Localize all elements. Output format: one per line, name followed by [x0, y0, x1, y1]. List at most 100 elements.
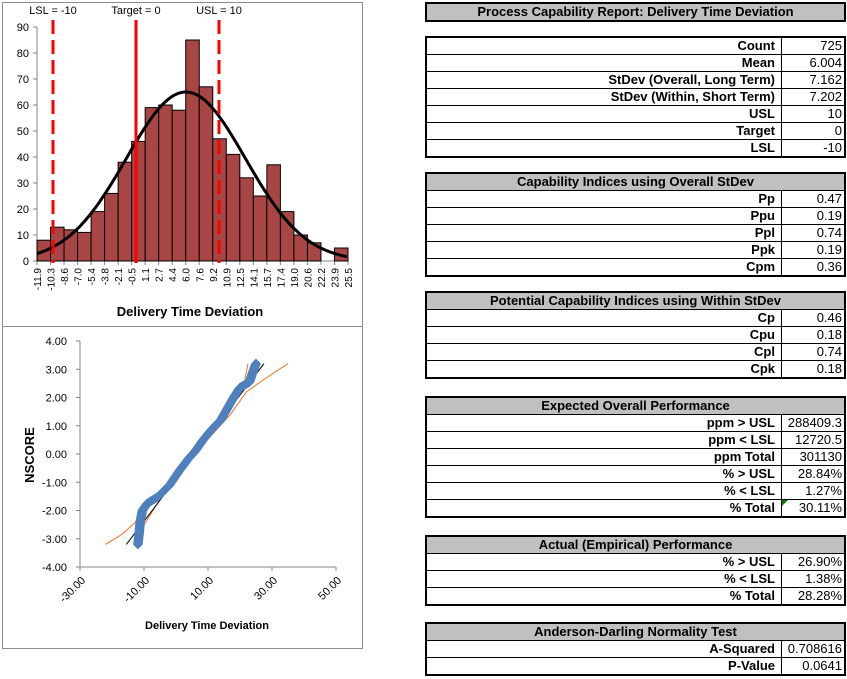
row-value[interactable]: 30.11% [782, 500, 844, 516]
table-row: Cp 0.46 [427, 310, 844, 327]
row-value[interactable]: 0.19 [782, 208, 844, 224]
histogram-bar [131, 140, 146, 262]
table-row: P-Value 0.0641 [427, 658, 844, 674]
row-value[interactable]: 0.46 [782, 310, 844, 326]
row-value[interactable]: 28.28% [782, 588, 844, 604]
y-tick-label: 50 [17, 126, 29, 138]
x-tick-label: -11.9 [33, 268, 44, 290]
reference-line-label: Target = 0 [111, 5, 160, 17]
x-tick-label: -2.1 [114, 268, 125, 286]
row-label: Cpl [427, 344, 782, 360]
row-label: Mean [427, 55, 782, 71]
y-tick-label: 1.00 [46, 421, 67, 433]
histogram-bar [90, 211, 106, 262]
table-header: Expected Overall Performance [427, 398, 844, 415]
nscore-plot: 4.00 3.00 2.00 1.00 0.00 -1.00 -2.00 -3.00 -4.00… [22, 336, 344, 632]
row-value[interactable]: 0.18 [782, 361, 844, 377]
row-value[interactable]: 0.74 [782, 225, 844, 241]
table-row: Pp 0.47 [427, 191, 844, 208]
row-value-text: -10 [823, 140, 842, 155]
table-header: Anderson-Darling Normality Test [427, 624, 844, 641]
row-value[interactable]: 0.18 [782, 327, 844, 343]
row-value-text: 0.74 [816, 225, 842, 240]
row-label: % < LSL [427, 483, 782, 499]
table-row: % Total 30.11% [427, 500, 844, 516]
histogram-bar [104, 192, 119, 262]
row-value[interactable]: 0 [782, 123, 844, 139]
row-value[interactable]: 301130 [782, 449, 844, 465]
x-tick-label: 7.6 [195, 268, 206, 282]
table-row: Mean 6.004 [427, 55, 844, 72]
x-tick-label: 10.9 [222, 268, 233, 288]
row-value[interactable]: 12720.5 [782, 432, 844, 448]
x-tick-label: 14.1 [249, 268, 260, 288]
x-tick-label: 22.2 [317, 268, 328, 288]
x-tick-label: 15.7 [263, 268, 274, 288]
row-value-text: 725 [820, 38, 842, 53]
row-value-text: 301130 [799, 449, 842, 464]
row-label: ppm < LSL [427, 432, 782, 448]
y-tick-label: 60 [17, 100, 29, 112]
row-value-text: 0 [834, 123, 842, 138]
row-value[interactable]: 0.74 [782, 344, 844, 360]
table-row: ppm Total 301130 [427, 449, 844, 466]
y-tick-label: -1.00 [42, 477, 67, 489]
row-value[interactable]: 0.708616 [782, 641, 844, 657]
row-label: Cpm [427, 259, 782, 275]
row-value[interactable]: 28.84% [782, 466, 844, 482]
table-row: % > USL 28.84% [427, 466, 844, 483]
row-label: % Total [427, 500, 782, 516]
row-value[interactable]: 288409.3 [782, 415, 844, 431]
row-label: ppm Total [427, 449, 782, 465]
row-value[interactable]: 7.202 [782, 89, 844, 105]
row-value[interactable]: 10 [782, 106, 844, 122]
row-value[interactable]: 725 [782, 38, 844, 54]
x-tick-label: -30.00 [58, 575, 89, 606]
row-label: StDev (Overall, Long Term) [427, 72, 782, 88]
normal-probability-chart[interactable]: 4.00 3.00 2.00 1.00 0.00 -1.00 -2.00 -3.00 -4.00… [2, 326, 363, 649]
row-value[interactable]: 1.27% [782, 483, 844, 499]
table-header: Potential Capability Indices using Withi… [427, 293, 844, 310]
histogram-bar [117, 161, 133, 262]
row-value[interactable]: -10 [782, 140, 844, 156]
normal-curve [36, 90, 348, 259]
row-value[interactable]: 0.0641 [782, 658, 844, 674]
row-label: Ppl [427, 225, 782, 241]
row-value-text: 30.11% [798, 500, 842, 515]
y-tick-label: 10 [17, 230, 29, 242]
y-tick-label: 4.00 [46, 336, 67, 348]
y-tick-label: 20 [17, 204, 29, 216]
table-row: Cpk 0.18 [427, 361, 844, 377]
row-value[interactable]: 6.004 [782, 55, 844, 71]
y-tick-label: 40 [17, 152, 29, 164]
row-label: % > USL [427, 554, 782, 570]
histogram-chart[interactable]: 0 10 20 30 40 50 60 70 80 90 -11.9 -10.3 -8.6 -7.0 -5.… [2, 2, 363, 327]
row-value[interactable]: 1.38% [782, 571, 844, 587]
table-row: Count 725 [427, 38, 844, 55]
row-value[interactable]: 0.36 [782, 259, 844, 275]
x-tick-label: 50.00 [316, 575, 344, 603]
x-tick-label: -0.5 [128, 268, 139, 286]
row-value-text: 0.36 [816, 259, 842, 274]
row-value-text: 10 [827, 106, 842, 121]
row-value-text: 1.27% [805, 483, 842, 498]
x-tick-label: -8.6 [60, 268, 71, 286]
table-row: A-Squared 0.708616 [427, 641, 844, 658]
row-value-text: 0.47 [816, 191, 842, 206]
row-value-text: 0.18 [816, 327, 842, 342]
within-indices-table: Potential Capability Indices using Withi… [425, 291, 846, 379]
row-value[interactable]: 0.47 [782, 191, 844, 207]
histogram-bar [77, 231, 92, 262]
row-value[interactable]: 0.19 [782, 242, 844, 258]
table-row: Cpu 0.18 [427, 327, 844, 344]
histogram-bar [144, 107, 160, 262]
row-value-text: 288409.3 [787, 415, 842, 430]
x-tick-label: 1.1 [141, 268, 152, 282]
row-value[interactable]: 26.90% [782, 554, 844, 570]
row-value[interactable]: 7.162 [782, 72, 844, 88]
row-label: % > USL [427, 466, 782, 482]
y-tick-label: 2.00 [46, 393, 67, 405]
y-tick-label: -2.00 [42, 506, 67, 518]
row-label: P-Value [427, 658, 782, 674]
histogram-plot: 0 10 20 30 40 50 60 70 80 90 -11.9 -10.3 -8.6 -7.0 -5.… [17, 5, 355, 319]
